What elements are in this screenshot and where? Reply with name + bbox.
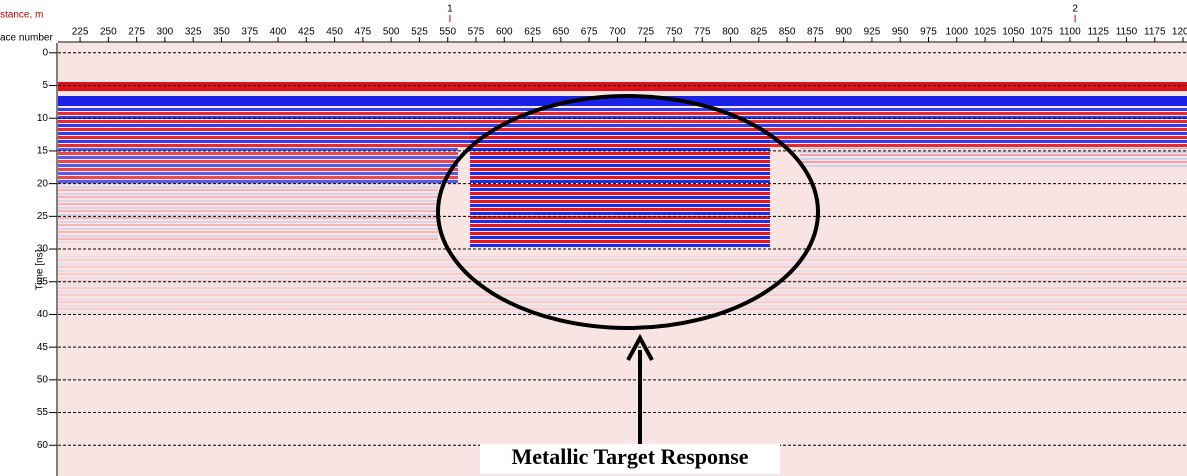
x-tick-label: 375 — [241, 27, 258, 38]
x-tick-label: 525 — [411, 27, 428, 38]
x-tick-label: 1025 — [974, 27, 997, 38]
x-tick-label: 1175 — [1144, 27, 1166, 38]
y-tick-label: 25 — [37, 211, 49, 222]
x-tick-label: 725 — [637, 27, 654, 38]
x-tick-label: 225 — [72, 27, 89, 38]
x-tick-label: 875 — [807, 27, 824, 38]
x-tick-label: 475 — [355, 27, 372, 38]
y-tick-label: 35 — [37, 276, 49, 287]
x-tick-label: 950 — [892, 27, 909, 38]
x-tick-label: 325 — [185, 27, 202, 38]
x-tick-label: 1125 — [1087, 27, 1109, 38]
annotation: Metallic Target Response — [511, 444, 748, 469]
x-tick-label: 675 — [581, 27, 598, 38]
x-tick-label: 600 — [496, 27, 513, 38]
x-tick-label: 350 — [213, 27, 230, 38]
x-tick-label: 975 — [920, 27, 937, 38]
y-tick-label: 30 — [37, 244, 49, 255]
x-tick-label: 425 — [298, 27, 315, 38]
y-tick-label: 20 — [37, 178, 49, 189]
y-tick-label: 15 — [37, 146, 49, 157]
x-tick-label: 650 — [553, 27, 570, 38]
x-tick-label: 500 — [383, 27, 400, 38]
x-tick-label: 400 — [270, 27, 287, 38]
x-tick-label: 450 — [326, 27, 343, 38]
x-tick-label: 625 — [524, 27, 541, 38]
x-axis-label: ace number — [0, 33, 53, 44]
x-tick-label: 1000 — [946, 27, 969, 38]
x-tick-label: 1200 — [1172, 27, 1187, 38]
x-tick-label: 900 — [835, 27, 852, 38]
x-tick-label: 775 — [694, 27, 711, 38]
x-tick-label: 850 — [779, 27, 796, 38]
y-tick-label: 60 — [37, 440, 49, 451]
x-tick-label: 1075 — [1031, 27, 1054, 38]
y-tick-label: 55 — [37, 407, 49, 418]
x2-tick-label: 1 — [447, 4, 453, 15]
annotation-bg — [480, 444, 780, 474]
y-tick-label: 0 — [42, 47, 48, 58]
x-tick-label: 1050 — [1002, 27, 1025, 38]
x-tick-label: 1150 — [1116, 27, 1138, 38]
x-tick-label: 300 — [157, 27, 174, 38]
x2-tick-label: 2 — [1072, 4, 1078, 15]
x-tick-label: 700 — [609, 27, 626, 38]
x-tick-label: 575 — [468, 27, 485, 38]
x-tick-label: 925 — [864, 27, 881, 38]
y-tick-label: 45 — [37, 342, 49, 353]
x-tick-label: 800 — [722, 27, 739, 38]
target-ellipse — [436, 94, 820, 330]
x-tick-label: 275 — [128, 27, 145, 38]
y-tick-label: 50 — [37, 374, 49, 385]
x-tick-label: 1100 — [1059, 27, 1081, 38]
x-tick-label: 825 — [750, 27, 767, 38]
x2-axis-label: stance, m — [0, 10, 43, 21]
arrow-head — [626, 333, 654, 361]
x-tick-label: 750 — [666, 27, 683, 38]
y-tick-label: 10 — [37, 113, 49, 124]
radargram-image — [58, 43, 1187, 476]
axes: 0 5 10 15 20 25 30 35 40 45 50 55 60 225 250 275 300 325 3… — [37, 4, 1187, 476]
y-tick-label: 40 — [37, 309, 49, 320]
y-tick-label: 5 — [42, 80, 48, 91]
x-tick-label: 250 — [100, 27, 117, 38]
y-axis-label: Time [ns] — [35, 249, 46, 290]
x-tick-label: 550 — [439, 27, 456, 38]
